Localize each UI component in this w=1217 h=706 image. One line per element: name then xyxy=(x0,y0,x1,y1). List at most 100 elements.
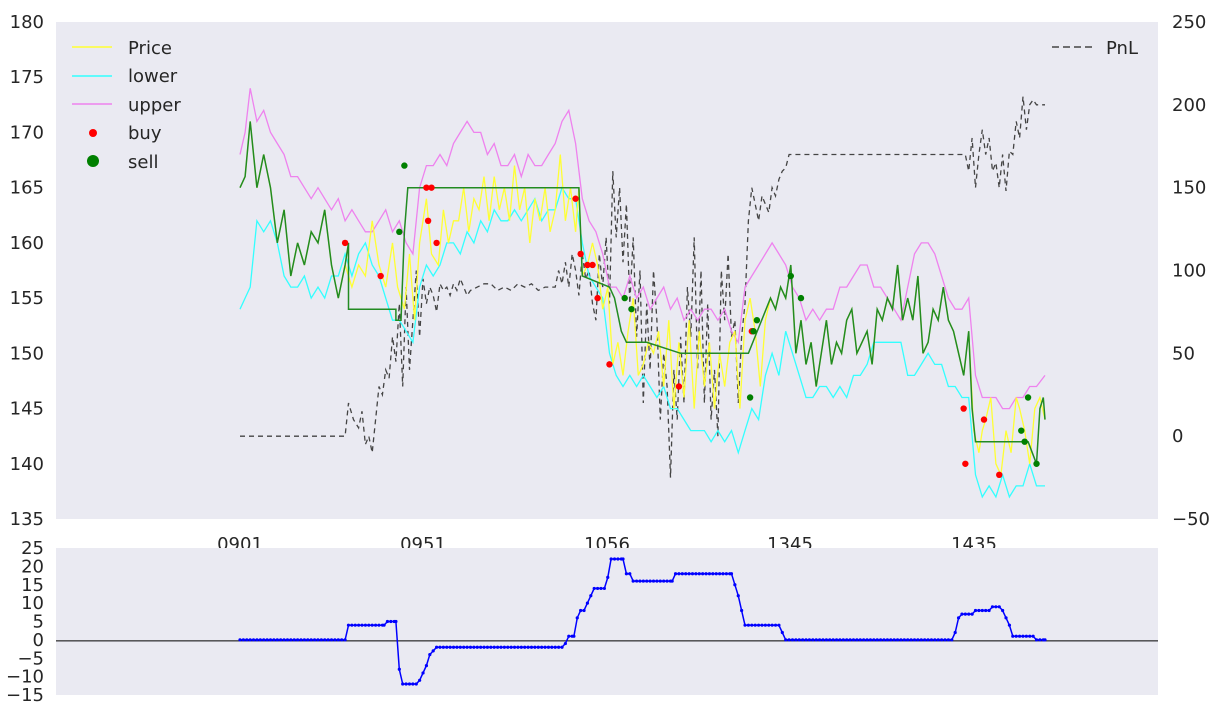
position-point xyxy=(753,623,757,627)
legend-left: Price lower upper buy sell xyxy=(72,38,181,173)
position-plot xyxy=(238,557,1047,686)
position-point xyxy=(340,638,344,642)
position-point xyxy=(895,638,900,642)
position-point xyxy=(889,638,893,642)
position-point xyxy=(479,645,483,649)
position-point xyxy=(523,645,527,649)
main-panel-background xyxy=(56,22,1158,519)
position-point xyxy=(401,682,405,686)
position-point xyxy=(980,608,984,613)
sell-marker xyxy=(1021,438,1028,445)
position-point xyxy=(885,638,889,642)
position-point xyxy=(628,572,632,576)
position-point xyxy=(923,638,927,642)
position-point xyxy=(831,638,835,642)
position-point xyxy=(582,608,586,613)
position-point xyxy=(865,638,869,642)
position-point xyxy=(472,645,476,649)
position-point xyxy=(956,616,961,620)
position-point xyxy=(743,623,747,627)
position-point xyxy=(940,638,944,642)
position-point xyxy=(553,645,557,649)
position-point xyxy=(892,638,896,642)
left-y-tick-label: 165 xyxy=(10,178,44,199)
position-point xyxy=(841,638,845,642)
position-point xyxy=(697,572,701,576)
position-point xyxy=(299,638,303,642)
position-point xyxy=(465,645,469,649)
position-point xyxy=(794,638,798,642)
position-point xyxy=(814,638,818,642)
position-point xyxy=(462,645,466,649)
position-point xyxy=(777,623,781,627)
position-point xyxy=(1038,638,1042,642)
position-point xyxy=(360,623,364,627)
left-y-tick-label: 180 xyxy=(10,12,44,33)
position-point xyxy=(526,645,530,649)
position-point xyxy=(468,645,473,649)
position-y-tick-label: −5 xyxy=(17,648,44,669)
position-point xyxy=(855,638,859,642)
position-point xyxy=(279,638,283,642)
position-point xyxy=(1034,638,1039,642)
position-y-tick-label: 20 xyxy=(21,556,44,577)
position-point xyxy=(326,638,330,642)
position-point xyxy=(609,557,613,561)
signal-line xyxy=(239,121,1046,465)
position-point xyxy=(560,645,564,649)
buy-marker xyxy=(577,250,584,258)
position-point xyxy=(323,638,327,642)
position-y-tick-label: 25 xyxy=(21,538,44,559)
position-point xyxy=(357,623,361,627)
position-point xyxy=(868,638,873,642)
position-point xyxy=(711,572,715,576)
position-point xyxy=(389,619,393,624)
sell-marker xyxy=(621,294,628,302)
position-point xyxy=(763,623,767,627)
position-point xyxy=(458,645,462,649)
position-point xyxy=(845,638,849,642)
position-point xyxy=(572,634,576,638)
position-point xyxy=(919,638,923,642)
left-y-tick-label: 135 xyxy=(10,509,44,530)
right-y-tick-label: 250 xyxy=(1172,12,1206,33)
position-point xyxy=(370,623,374,627)
position-point xyxy=(397,667,401,671)
position-point xyxy=(704,572,708,576)
position-point xyxy=(385,619,390,624)
legend-price-label: Price xyxy=(128,38,172,59)
position-point xyxy=(346,623,351,627)
position-point xyxy=(455,645,459,649)
position-point xyxy=(502,645,506,649)
position-point xyxy=(438,645,442,649)
position-point xyxy=(1024,634,1028,638)
sell-marker xyxy=(401,162,408,169)
position-point xyxy=(451,645,456,649)
buy-marker xyxy=(589,261,596,269)
position-point xyxy=(714,572,718,576)
position-point xyxy=(475,645,479,649)
position-point xyxy=(926,638,930,642)
position-point xyxy=(872,638,876,642)
left-y-tick-label: 145 xyxy=(10,399,44,420)
position-point xyxy=(655,579,659,583)
position-point xyxy=(238,638,242,642)
legend-sell-marker xyxy=(87,155,99,167)
position-point xyxy=(316,638,320,642)
position-point xyxy=(546,645,551,649)
buy-marker xyxy=(960,405,967,412)
position-point xyxy=(550,645,554,649)
position-point xyxy=(797,638,801,642)
position-point xyxy=(960,612,964,616)
position-point xyxy=(606,575,610,580)
position-point xyxy=(946,638,951,642)
left-y-axis: 135 140 145 150 155 160 165 170 175 180 xyxy=(10,12,44,530)
position-y-tick-label: 15 xyxy=(21,575,44,596)
position-point xyxy=(804,638,808,642)
position-point xyxy=(624,572,629,576)
position-point xyxy=(485,645,490,649)
right-y-tick-label: 50 xyxy=(1172,343,1195,364)
buy-marker xyxy=(428,184,435,191)
sell-marker xyxy=(396,228,403,236)
